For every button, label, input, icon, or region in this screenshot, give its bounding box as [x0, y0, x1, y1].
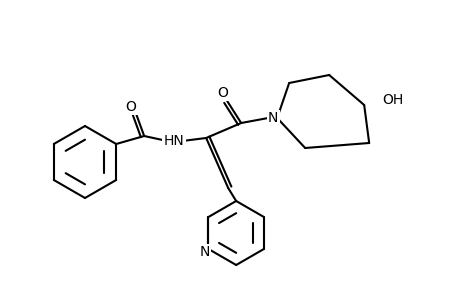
Text: HN: HN: [163, 134, 184, 148]
Text: OH: OH: [381, 93, 403, 107]
Text: N: N: [268, 111, 278, 125]
Text: O: O: [217, 86, 228, 100]
Text: N: N: [199, 245, 209, 259]
Text: O: O: [125, 100, 136, 114]
